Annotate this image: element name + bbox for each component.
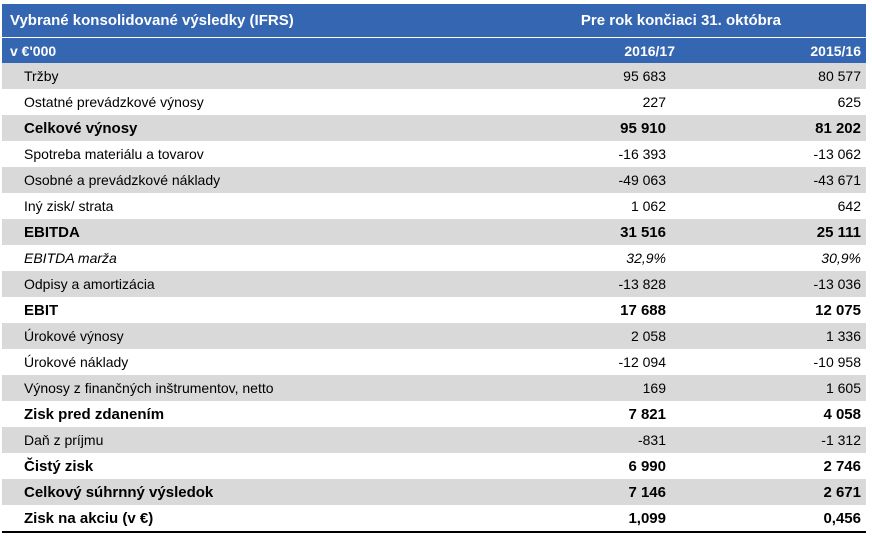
row-value-2016-17: 95 910 [620,119,666,137]
row-label: Tržby [24,68,59,84]
row-label: EBITDA [24,223,80,241]
table-row: Iný zisk/ strata 1 062 642 [2,193,866,219]
row-value-2015-16: -13 062 [813,146,861,162]
row-label: Celkové výnosy [24,119,138,137]
table-row: Spotreba materiálu a tovarov -16 393 -13… [2,141,866,167]
row-value-2015-16: 4 058 [823,405,861,423]
row-value-2015-16: 2 671 [823,483,861,501]
period-header: Pre rok končiaci 31. októbra [580,12,781,29]
table-row: Osobné a prevádzkové náklady -49 063 -43… [2,167,866,193]
table-row: Úrokové náklady -12 094 -10 958 [2,349,866,375]
table-row: Daň z príjmu -831 -1 312 [2,427,866,453]
table-row: Ostatné prevádzkové výnosy 227 625 [2,89,866,115]
column-header-2015-16: 2015/16 [810,42,861,59]
row-value-2016-17: -831 [637,432,666,448]
row-value-2016-17: -12 094 [618,354,666,370]
table-row: Odpisy a amortizácia -13 828 -13 036 [2,271,866,297]
row-label: Čistý zisk [24,457,94,475]
row-value-2016-17: -49 063 [618,172,666,188]
row-value-2016-17: 32,9% [626,250,666,266]
results-table: Vybrané konsolidované výsledky (IFRS) Pr… [2,4,866,533]
row-value-2015-16: 30,9% [821,250,861,266]
row-value-2016-17: 31 516 [620,223,666,241]
row-label: Spotreba materiálu a tovarov [24,146,204,162]
row-label: Odpisy a amortizácia [24,276,155,292]
row-label: Zisk na akciu (v €) [24,509,154,527]
table-header: Vybrané konsolidované výsledky (IFRS) Pr… [2,4,866,37]
row-value-2015-16: 81 202 [815,119,861,137]
unit-label: v €'000 [10,42,57,59]
table-row: EBITDA marža 32,9% 30,9% [2,245,866,271]
table-row: EBITDA 31 516 25 111 [2,219,866,245]
row-value-2016-17: 6 990 [628,457,666,475]
table-row: Celkové výnosy 95 910 81 202 [2,115,866,141]
row-value-2015-16: 625 [837,94,861,110]
row-value-2016-17: 1 062 [630,198,666,214]
row-value-2015-16: -1 312 [821,432,861,448]
row-value-2015-16: 1 336 [825,328,861,344]
row-value-2016-17: 17 688 [620,301,666,319]
table-row: Zisk na akciu (v €) 1,099 0,456 [2,505,866,533]
table-row: Výnosy z finančných inštrumentov, netto … [2,375,866,401]
row-label: Úrokové výnosy [24,328,124,344]
row-value-2016-17: 7 146 [628,483,666,501]
table-title: Vybrané konsolidované výsledky (IFRS) [10,12,294,29]
table-row: Úrokové výnosy 2 058 1 336 [2,323,866,349]
row-label: EBITDA marža [24,250,117,266]
column-header-row: v €'000 2016/17 2015/16 [2,37,866,63]
row-value-2016-17: -13 828 [618,276,666,292]
column-header-2016-17: 2016/17 [624,42,675,59]
table-row: Zisk pred zdanením 7 821 4 058 [2,401,866,427]
row-label: EBIT [24,301,59,319]
row-value-2015-16: 642 [837,198,861,214]
row-value-2016-17: 95 683 [623,68,666,84]
row-value-2016-17: 2 058 [630,328,666,344]
row-label: Celkový súhrnný výsledok [24,483,214,501]
row-label: Ostatné prevádzkové výnosy [24,94,204,110]
row-value-2016-17: 227 [642,94,666,110]
row-value-2015-16: 0,456 [823,509,861,527]
row-value-2016-17: 169 [642,380,666,396]
row-label: Zisk pred zdanením [24,405,165,423]
row-value-2016-17: -16 393 [618,146,666,162]
table-row: EBIT 17 688 12 075 [2,297,866,323]
row-value-2015-16: 80 577 [818,68,861,84]
row-label: Iný zisk/ strata [24,198,114,214]
row-value-2015-16: 12 075 [815,301,861,319]
table-row: Čistý zisk 6 990 2 746 [2,453,866,479]
row-value-2016-17: 1,099 [628,509,666,527]
row-value-2015-16: -43 671 [813,172,861,188]
row-value-2015-16: 1 605 [825,380,861,396]
row-label: Výnosy z finančných inštrumentov, netto [24,380,274,396]
row-value-2015-16: -10 958 [813,354,861,370]
table-row: Tržby 95 683 80 577 [2,63,866,89]
row-value-2015-16: 2 746 [823,457,861,475]
row-label: Osobné a prevádzkové náklady [24,172,221,188]
row-label: Daň z príjmu [24,432,104,448]
row-value-2015-16: 25 111 [816,223,861,241]
table-row: Celkový súhrnný výsledok 7 146 2 671 [2,479,866,505]
row-value-2016-17: 7 821 [628,405,666,423]
row-label: Úrokové náklady [24,354,129,370]
row-value-2015-16: -13 036 [813,276,861,292]
